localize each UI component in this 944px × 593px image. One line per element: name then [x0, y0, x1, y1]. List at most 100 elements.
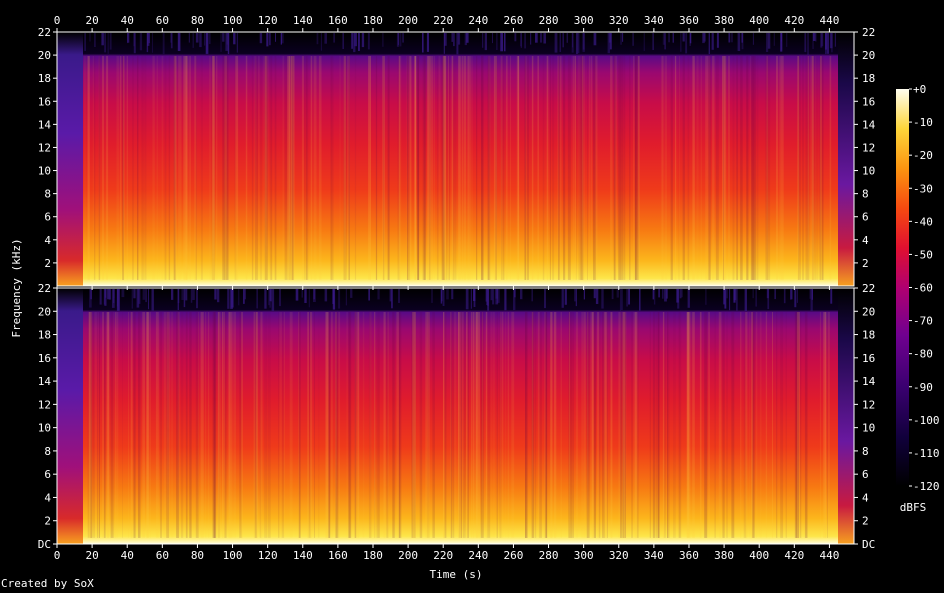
x-tick-label-bottom: 360 — [679, 549, 699, 562]
texture-stripe — [749, 312, 751, 538]
texture-stripe — [274, 56, 277, 280]
texture-fringe — [574, 289, 577, 302]
texture-stripe — [712, 56, 715, 280]
colorbar-tick-label: -30 — [913, 182, 933, 195]
y-tick-label-left: 14 — [38, 375, 52, 388]
texture-stripe — [674, 56, 677, 280]
texture-fringe — [279, 289, 281, 307]
texture-fringe — [353, 33, 356, 53]
texture-fringe — [142, 289, 146, 300]
texture-stripe — [618, 56, 621, 280]
texture-stripe — [797, 56, 800, 280]
texture-stripe — [657, 312, 659, 538]
texture-stripe — [343, 56, 346, 280]
texture-stripe — [726, 312, 728, 538]
texture-stripe — [622, 312, 624, 538]
texture-stripe — [419, 312, 423, 538]
texture-stripe — [98, 56, 100, 280]
texture-fringe — [259, 33, 263, 44]
texture-fringe — [815, 33, 817, 42]
axis-ticks — [56, 28, 830, 548]
texture-stripe — [466, 312, 468, 538]
x-tick-label-bottom: 100 — [223, 549, 243, 562]
texture-stripe — [382, 56, 385, 280]
texture-stripe — [705, 56, 708, 280]
texture-stripe — [310, 312, 312, 538]
texture-fringe — [595, 289, 599, 304]
texture-stripe — [797, 56, 799, 280]
texture-fringe — [639, 289, 641, 311]
texture-stripe — [686, 312, 690, 538]
texture-stripe — [212, 312, 216, 538]
texture-fringe — [145, 289, 147, 303]
texture-stripe — [732, 56, 735, 280]
texture-stripe — [328, 312, 331, 538]
texture-stripe — [166, 312, 170, 538]
texture-stripe — [743, 312, 747, 538]
y-tick-label-right: 16 — [862, 95, 875, 108]
texture-fringe — [783, 289, 786, 304]
texture-fringe — [826, 33, 829, 54]
texture-stripe — [304, 56, 306, 280]
channel-2-intro-segment — [57, 288, 83, 544]
x-tick-label-top: 0 — [54, 14, 61, 27]
y-tick-label-right: 14 — [862, 375, 876, 388]
texture-stripe — [550, 312, 553, 538]
texture-stripe — [450, 312, 452, 538]
y-tick-label-left: 6 — [44, 211, 51, 224]
texture-fringe — [544, 289, 546, 309]
texture-stripe — [692, 56, 695, 280]
texture-stripe — [106, 312, 110, 538]
texture-stripe — [658, 312, 660, 538]
texture-stripe — [174, 56, 176, 280]
texture-stripe — [490, 312, 492, 538]
texture-fringe — [133, 33, 135, 47]
texture-stripe — [423, 56, 426, 280]
texture-stripe — [740, 312, 742, 538]
texture-fringe — [133, 33, 136, 54]
texture-fringe — [185, 289, 188, 301]
y-tick-label-right: 20 — [862, 49, 875, 62]
texture-stripe — [613, 56, 615, 280]
y-tick-label-left: 18 — [38, 329, 51, 342]
texture-stripe — [765, 312, 768, 538]
texture-fringe — [139, 33, 143, 51]
texture-stripe — [568, 312, 570, 538]
texture-stripe — [195, 312, 199, 538]
texture-stripe — [581, 312, 585, 538]
texture-stripe — [194, 56, 197, 280]
texture-stripe — [128, 312, 129, 538]
texture-fringe — [490, 289, 493, 301]
texture-stripe — [487, 312, 491, 538]
texture-fringe — [269, 289, 272, 308]
texture-stripe — [392, 312, 396, 538]
channel-2-plot — [57, 288, 854, 544]
texture-stripe — [407, 56, 409, 280]
texture-stripe — [516, 56, 520, 280]
texture-stripe — [349, 312, 352, 538]
y-tick-label-left: 2 — [44, 515, 51, 528]
texture-fringe — [354, 33, 357, 47]
texture-fringe — [440, 289, 443, 304]
texture-stripe — [623, 312, 626, 538]
texture-stripe — [374, 312, 376, 538]
texture-stripe — [223, 312, 225, 538]
x-tick-label-top: 420 — [784, 14, 804, 27]
texture-stripe — [357, 312, 360, 538]
texture-stripe — [354, 56, 357, 280]
texture-fringe — [729, 289, 731, 311]
texture-fringe — [220, 33, 222, 52]
texture-stripe — [183, 56, 185, 280]
x-tick-label-top: 220 — [433, 14, 453, 27]
texture-fringe — [741, 33, 743, 43]
texture-stripe — [432, 312, 435, 538]
texture-fringe — [177, 289, 179, 310]
colorbar-tick-label: -20 — [913, 149, 933, 162]
texture-fringe — [767, 33, 771, 49]
texture-fringe — [188, 33, 190, 43]
texture-stripe — [441, 56, 444, 280]
texture-fringe — [571, 33, 574, 53]
texture-stripe — [318, 56, 322, 280]
texture-fringe — [324, 289, 328, 302]
texture-stripe — [264, 312, 266, 538]
